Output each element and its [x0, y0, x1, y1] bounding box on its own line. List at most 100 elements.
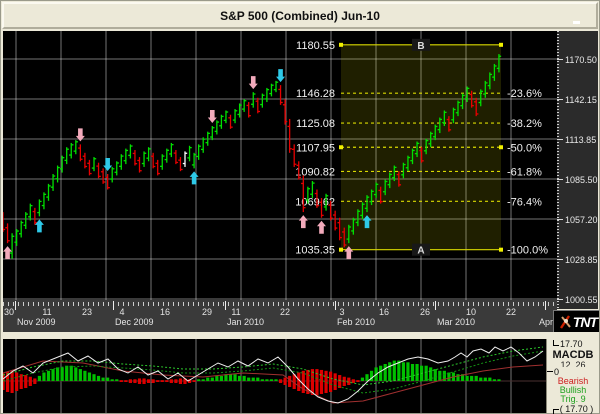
macd-hist-bar-up	[397, 360, 401, 381]
macd-hist-bar-up	[238, 375, 242, 381]
fib-handle[interactable]	[339, 247, 343, 252]
macd-hist-bar-up	[78, 369, 82, 381]
macd-hist-bar-up	[447, 372, 451, 381]
macd-hist-bar-down	[347, 377, 351, 385]
day-label: 16	[159, 307, 171, 317]
macd-hist-bar-down	[24, 375, 28, 388]
day-label: 11	[231, 307, 241, 317]
day-label: 30	[3, 307, 15, 317]
fib-handle[interactable]	[499, 247, 503, 252]
fib-tag-box[interactable]	[412, 38, 430, 51]
macd-hist-bar-up	[92, 374, 96, 381]
day-label: 16	[378, 307, 390, 317]
fib-handle[interactable]	[339, 145, 343, 150]
macd-hist-bar-down	[133, 379, 137, 383]
fib-price-label: 1069.62	[295, 196, 335, 208]
price-tick	[557, 219, 563, 220]
macd-hist-bar-down	[15, 372, 19, 391]
macd-hist-bar-down	[324, 370, 328, 393]
macd-hist-bar-up	[210, 377, 214, 381]
candlestick-plot[interactable]: 1180.55 B 1146.28 -23.6% 1125.08 -38.2% 1107.9…	[3, 31, 557, 300]
macd-hist-bar-up	[497, 379, 501, 381]
macd-hist-bar-up	[433, 369, 437, 381]
fib-tag-box[interactable]	[412, 243, 430, 256]
pink-up-arrow-signal	[316, 220, 326, 234]
macd-hist-bar-up	[51, 369, 55, 381]
cyan-down-arrow-signal	[103, 157, 113, 171]
pink-down-arrow-signal	[207, 110, 217, 124]
macd-hist-bar-up	[101, 377, 105, 381]
fib-handle[interactable]	[339, 42, 343, 47]
day-label: 26	[419, 307, 431, 317]
macd-hist-bar-down	[178, 378, 183, 384]
zero-tick-icon	[547, 371, 553, 372]
month-tick	[545, 301, 546, 310]
fib-handle[interactable]	[499, 42, 503, 47]
day-label: 23	[81, 307, 93, 317]
month-tick	[335, 301, 336, 310]
macd-indicator-panel[interactable]	[3, 339, 546, 413]
fib-percent-label: -61.8%	[507, 166, 542, 178]
macd-indicator-name: MACDB	[552, 349, 594, 361]
macd-hist-bar-down	[169, 379, 173, 383]
macd-hist-bar-up	[60, 367, 64, 381]
macd-hist-bar-up	[415, 364, 419, 381]
macd-hist-bar-up	[492, 379, 496, 381]
macd-hist-bar-up	[379, 365, 383, 381]
macd-hist-bar-up	[228, 374, 233, 381]
macd-hist-bar-up	[360, 377, 365, 381]
macd-hist-bar-down	[151, 379, 155, 383]
macd-hist-bar-up	[269, 379, 274, 381]
fib-price-label: 1107.95	[296, 142, 335, 154]
macd-hist-bar-up	[488, 377, 492, 381]
macd-hist-bar-down	[192, 380, 196, 382]
macd-hist-bar-up	[37, 375, 41, 381]
price-axis[interactable]: 1170.50 1142.15 1113.85 1085.50 1057.20 1028.…	[557, 31, 598, 309]
day-label: 11	[42, 307, 52, 317]
day-label: 29	[201, 307, 213, 317]
month-label: Jan 2010	[227, 317, 265, 327]
macd-label-panel: 17.70 MACDB 12, 26 0 Bearish Bullish Tri…	[546, 339, 599, 414]
macd-average-line-fast	[3, 346, 544, 386]
main-price-chart[interactable]: 1180.55 B 1146.28 -23.6% 1125.08 -38.2% 1107.9…	[3, 31, 557, 300]
macd-hist-bar-up	[429, 367, 433, 381]
macd-hist-bar-up	[424, 365, 428, 381]
macd-zero-label: 0	[547, 367, 599, 377]
macd-hist-bar-down	[297, 372, 301, 391]
macd-hist-bar-up	[392, 360, 396, 381]
legend-trigger: Trig. 9	[560, 394, 586, 404]
macd-hist-bar-down	[315, 369, 319, 395]
price-tick	[557, 179, 563, 180]
macd-hist-bar-up	[410, 364, 415, 381]
time-axis[interactable]: 30 11 23 4 16 29 11 22 3 16 26 10 22 Nov 2009 Dec 2009…	[3, 300, 557, 332]
macd-hist-bar-down	[319, 369, 324, 394]
macd-hist-bar-up	[110, 379, 114, 381]
value-tick-icon	[552, 409, 559, 414]
macd-hist-bar-up	[206, 377, 210, 381]
macd-hist-bar-up	[224, 374, 228, 381]
price-axis-label: 1085.50	[565, 175, 598, 185]
chart-title: S&P 500 (Combined) Jun-10	[220, 8, 380, 23]
tnt-mascot-icon	[559, 314, 571, 329]
price-axis-label: 1113.85	[565, 135, 597, 145]
macd-hist-bar-down	[156, 380, 160, 382]
macd-hist-bar-down	[333, 373, 337, 390]
macd-hist-bar-up	[256, 377, 260, 381]
macd-hist-bar-down	[124, 380, 128, 382]
macd-hist-bar-down	[28, 376, 32, 386]
macd-hist-bar-up	[242, 375, 246, 381]
macd-hist-bar-up	[388, 362, 392, 381]
macd-average-line-slow	[3, 350, 544, 394]
macd-hist-bar-down	[165, 380, 169, 382]
fib-price-label: 1035.35	[295, 245, 335, 257]
month-tick	[113, 301, 114, 310]
fib-price-label: 1146.28	[296, 88, 335, 100]
macd-plot[interactable]	[3, 339, 546, 413]
macd-hist-bar-up	[474, 375, 478, 381]
macd-hist-bar-up	[251, 377, 255, 381]
month-label: Mar 2010	[437, 317, 476, 327]
fib-percent-label: -100.0%	[507, 245, 548, 257]
cyan-up-arrow-signal	[189, 171, 199, 185]
price-axis-label: 1057.20	[565, 215, 598, 225]
fib-handle[interactable]	[499, 145, 503, 150]
